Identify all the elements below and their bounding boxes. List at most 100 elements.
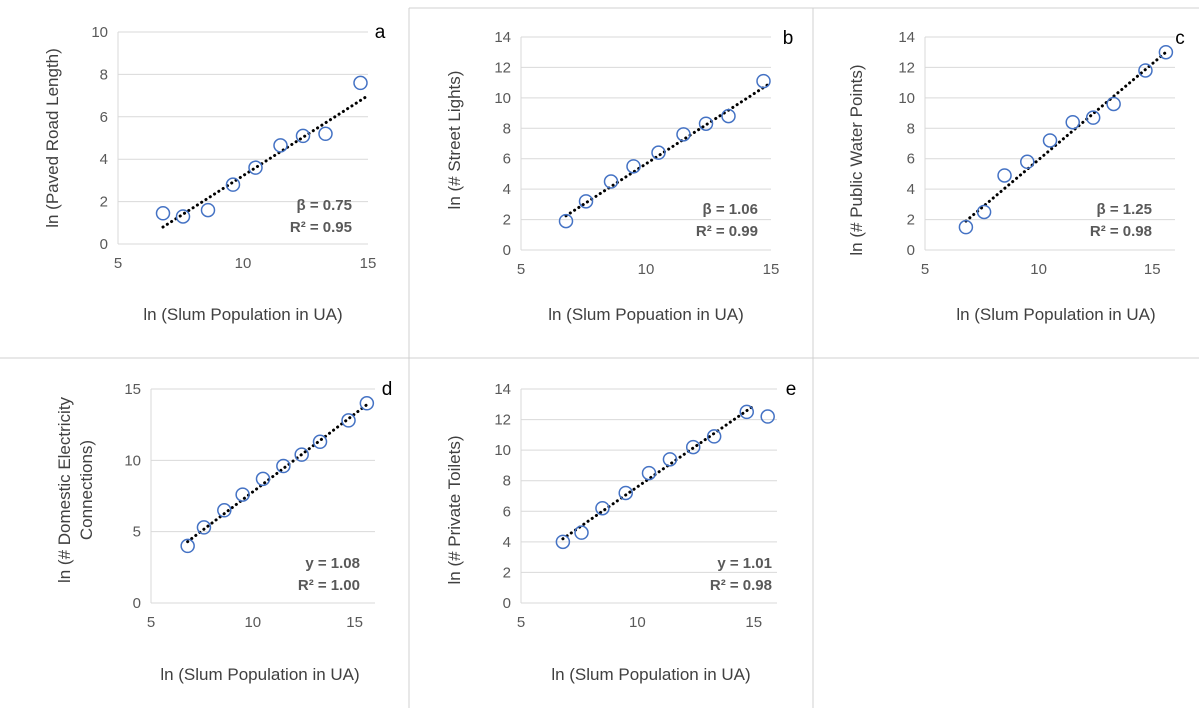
trendline-b	[564, 81, 773, 218]
panel-letter-d: d	[382, 379, 393, 400]
data-point-e	[618, 485, 633, 501]
data-point-c	[958, 219, 974, 235]
trendline-a	[161, 94, 370, 229]
panel-letter-c: c	[1175, 28, 1185, 49]
data-point-e	[760, 409, 775, 424]
y-tick-label-b: 2	[503, 212, 511, 229]
data-point-b	[626, 159, 641, 174]
y-tick-label-e: 6	[503, 503, 511, 520]
data-point-a	[318, 126, 333, 142]
y-tick-label-a: 10	[91, 24, 108, 41]
y-tick-label-d: 10	[124, 452, 141, 469]
trendline-e	[561, 404, 756, 541]
y-tick-label-b: 10	[494, 90, 511, 107]
data-point-d	[294, 447, 309, 462]
data-point-e	[641, 465, 657, 481]
stat-label-d: R² = 1.00	[298, 577, 360, 594]
x-tick-label-c: 5	[921, 261, 929, 278]
y-tick-label-e: 12	[494, 412, 511, 429]
x-axis-title-a: ln (Slum Population in UA)	[143, 305, 342, 324]
data-point-e	[574, 525, 589, 540]
stat-label-d: y = 1.08	[305, 555, 360, 572]
y-tick-label-c: 12	[898, 59, 915, 76]
x-tick-label-e: 15	[745, 614, 762, 631]
data-point-d	[255, 471, 271, 487]
panel-borders	[0, 7, 1199, 708]
data-point-d	[196, 520, 212, 535]
y-tick-label-e: 14	[494, 381, 511, 398]
data-point-c	[1158, 44, 1174, 60]
x-tick-label-b: 10	[638, 261, 655, 278]
data-point-d	[341, 413, 356, 428]
data-point-a	[353, 75, 368, 91]
data-point-c	[1106, 96, 1121, 112]
data-point-d	[359, 396, 375, 411]
y-tick-label-a: 8	[100, 66, 108, 83]
stat-label-e: y = 1.01	[717, 555, 772, 572]
data-point-b	[578, 194, 594, 209]
data-point-a	[155, 206, 171, 221]
data-point-a	[200, 202, 216, 218]
x-tick-label-a: 15	[360, 255, 377, 272]
stat-label-c: R² = 0.98	[1090, 223, 1152, 240]
y-tick-label-b: 0	[503, 242, 511, 259]
data-point-a	[295, 128, 311, 144]
x-tick-label-b: 5	[517, 261, 525, 278]
chart-panel-e: 0 2 4 6 8 10 12 14 5 10 15 y = 1.01 R² = 0.98 e ln (Sl…	[445, 379, 796, 684]
data-point-d	[180, 538, 195, 554]
y-tick-label-a: 4	[100, 151, 108, 168]
y-tick-label-b: 8	[503, 120, 511, 137]
stat-label-c: β = 1.25	[1097, 201, 1152, 218]
y-tick-label-c: 0	[907, 242, 915, 259]
y-tick-label-d: 5	[133, 524, 141, 541]
data-point-b	[721, 108, 736, 124]
x-tick-label-b: 15	[763, 261, 780, 278]
y-tick-label-a: 2	[100, 194, 108, 211]
y-tick-label-e: 8	[503, 473, 511, 490]
y-tick-label-b: 12	[494, 59, 511, 76]
y-axis-title-d: Connections)	[77, 440, 96, 540]
trendline-d	[186, 403, 369, 544]
x-tick-label-a: 5	[114, 255, 122, 272]
x-tick-label-d: 15	[346, 614, 363, 631]
x-tick-label-c: 10	[1030, 261, 1047, 278]
x-tick-label-e: 5	[517, 614, 525, 631]
data-point-c	[1065, 114, 1080, 130]
y-tick-label-c: 2	[907, 212, 915, 229]
y-tick-label-e: 10	[494, 442, 511, 459]
data-point-d	[276, 458, 291, 474]
y-tick-label-c: 6	[907, 151, 915, 168]
x-axis-title-e: ln (Slum Population in UA)	[551, 665, 750, 684]
stat-label-b: β = 1.06	[703, 201, 758, 218]
data-point-d	[217, 503, 232, 518]
data-point-a	[175, 209, 191, 224]
data-point-c	[1042, 133, 1058, 148]
data-point-d	[312, 434, 328, 450]
x-axis-title-d: ln (Slum Population in UA)	[160, 665, 359, 684]
data-point-c	[1085, 110, 1101, 125]
y-tick-label-c: 10	[898, 90, 915, 107]
y-tick-label-e: 4	[503, 534, 511, 551]
x-axis-title-c: ln (Slum Population in UA)	[956, 305, 1155, 324]
data-point-b	[676, 127, 691, 142]
stat-label-b: R² = 0.99	[696, 223, 758, 240]
panel-letter-b: b	[783, 28, 794, 49]
stat-label-a: R² = 0.95	[290, 219, 352, 236]
y-tick-label-a: 0	[100, 236, 108, 253]
x-tick-label-e: 10	[629, 614, 646, 631]
data-point-e	[685, 439, 701, 455]
panel-letter-e: e	[786, 379, 797, 400]
data-point-c	[1138, 63, 1153, 78]
chart-panel-b: 0 2 4 6 8 10 12 14 5 10 15 β = 1.06 R² = 0.99 b ln (Sl…	[445, 28, 793, 324]
data-point-a	[273, 138, 288, 153]
data-point-b	[756, 73, 771, 89]
data-point-a	[248, 160, 263, 175]
data-point-b	[651, 145, 666, 160]
data-point-c	[976, 204, 992, 220]
y-tick-label-b: 14	[494, 29, 511, 46]
panel-letter-a: a	[375, 22, 386, 43]
x-tick-label-c: 15	[1144, 261, 1161, 278]
data-point-e	[739, 404, 754, 420]
